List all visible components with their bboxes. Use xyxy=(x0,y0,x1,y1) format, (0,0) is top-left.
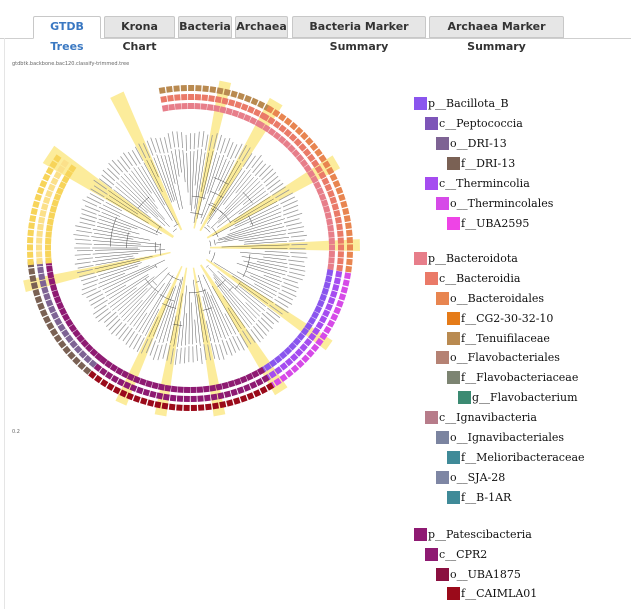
taxonomy-rings xyxy=(26,84,354,412)
tab-bacteria-marker-summary[interactable]: Bacteria Marker Summary xyxy=(292,16,426,53)
tree-filename: gtdbtk.backbone.bac120.classify-trimmed.… xyxy=(12,61,130,67)
legend-label: c__Ignavibacteria xyxy=(439,411,537,424)
legend-label: f__Flavobacteriaceae xyxy=(461,371,579,384)
legend-label: p__Patescibacteria xyxy=(428,528,532,541)
clade-highlights xyxy=(23,80,360,417)
legend-label: f__UBA2595 xyxy=(461,217,530,230)
legend-label: o__Flavobacteriales xyxy=(450,351,560,364)
tab-bar: GTDB Trees Krona Chart Bacteria Archaea … xyxy=(0,0,631,53)
legend-label: o__UBA1875 xyxy=(450,568,521,581)
legend-label: p__Bacteroidota xyxy=(428,252,518,265)
legend-swatch xyxy=(436,137,449,150)
legend-swatch xyxy=(436,292,449,305)
legend-label: f__CAIMLA01 xyxy=(461,587,538,600)
legend-swatch xyxy=(425,411,438,424)
tree-panel xyxy=(4,38,631,609)
legend-label: o__Thermincolales xyxy=(450,197,554,210)
tab-gtdb-trees[interactable]: GTDB Trees xyxy=(33,16,101,53)
tab-archaea-marker-summary[interactable]: Archaea Marker Summary xyxy=(429,16,564,53)
legend-swatch xyxy=(414,252,427,265)
legend-label: p__Bacillota_B xyxy=(428,97,509,110)
legend-swatch xyxy=(414,97,427,110)
legend-swatch xyxy=(447,371,460,384)
legend-label: o__SJA-28 xyxy=(450,471,506,484)
legend-label: o__Bacteroidales xyxy=(450,292,545,305)
legend-label: c__CPR2 xyxy=(439,548,488,561)
legend-label: f__Melioribacteraceae xyxy=(461,451,585,464)
legend-label: f__Tenuifilaceae xyxy=(461,332,550,345)
legend-swatch xyxy=(458,391,471,404)
legend-swatch xyxy=(447,157,460,170)
legend-swatch xyxy=(447,451,460,464)
legend-swatch xyxy=(447,217,460,230)
legend-swatch xyxy=(447,491,460,504)
phylogenetic-tree xyxy=(23,80,360,417)
legend-label: f__B-1AR xyxy=(461,491,512,504)
legend-label: f__DRI-13 xyxy=(461,157,516,170)
legend-swatch xyxy=(436,431,449,444)
legend-label: f__CG2-30-32-10 xyxy=(461,312,554,325)
tab-bacteria[interactable]: Bacteria xyxy=(178,16,232,38)
legend-label: c__Peptococcia xyxy=(439,117,523,130)
legend-swatch xyxy=(414,528,427,541)
legend-swatch xyxy=(425,272,438,285)
legend-label: o__Ignavibacteriales xyxy=(450,431,565,444)
legend-swatch xyxy=(436,197,449,210)
legend-swatch xyxy=(436,351,449,364)
legend-swatch xyxy=(447,312,460,325)
tab-krona-chart[interactable]: Krona Chart xyxy=(104,16,175,53)
legend-swatch xyxy=(447,587,460,600)
legend-swatch xyxy=(436,471,449,484)
tab-archaea[interactable]: Archaea xyxy=(235,16,288,38)
legend-swatch xyxy=(447,332,460,345)
legend-label: o__DRI-13 xyxy=(450,137,507,150)
legend-label: c__Bacteroidia xyxy=(439,272,521,285)
legend-label: c__Thermincolia xyxy=(439,177,530,190)
legend-label: g__Flavobacterium xyxy=(472,391,578,404)
legend-swatch xyxy=(425,177,438,190)
legend-swatch xyxy=(425,548,438,561)
tree-branches xyxy=(73,130,308,365)
tree-scale-label: 0.2 xyxy=(12,429,20,435)
legend-swatch xyxy=(436,568,449,581)
legend-swatch xyxy=(425,117,438,130)
